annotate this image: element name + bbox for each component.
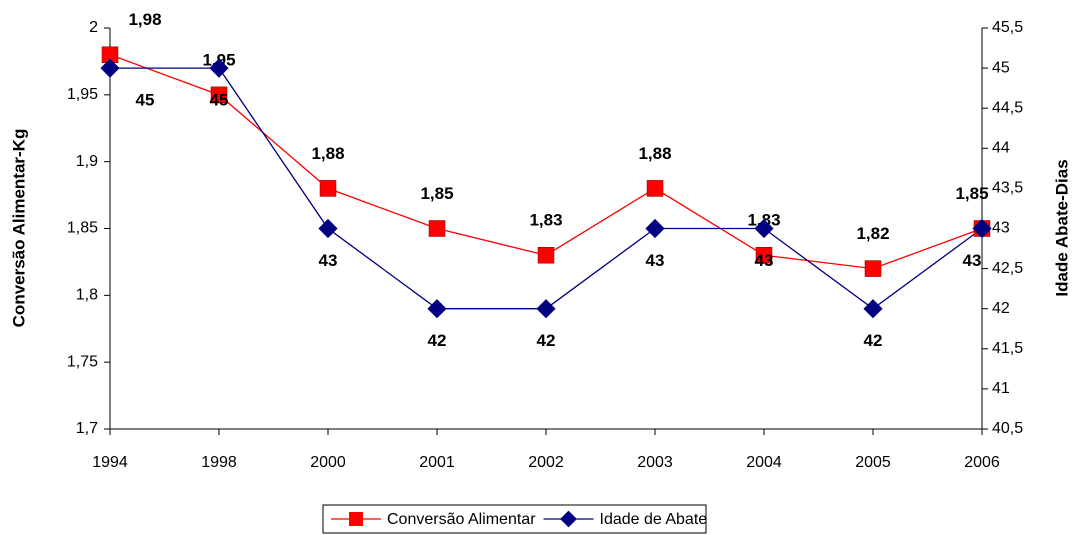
- y2-tick-label: 44: [992, 140, 1010, 157]
- marker: [349, 512, 363, 526]
- x-tick-label: 2005: [855, 454, 891, 471]
- marker: [754, 218, 774, 239]
- legend-box: [322, 504, 707, 534]
- x-tick-label: 2003: [637, 454, 673, 471]
- y2-tick-label: 41,5: [992, 340, 1023, 357]
- data-label: 42: [428, 331, 447, 350]
- marker: [755, 246, 773, 264]
- marker: [560, 510, 577, 528]
- data-label: 43: [963, 251, 982, 270]
- x-tick-label: 1998: [201, 454, 237, 471]
- marker: [209, 58, 229, 78]
- data-label: 1,83: [529, 211, 562, 230]
- x-tick-label: 2006: [964, 454, 1000, 471]
- marker: [646, 180, 664, 197]
- marker: [972, 218, 992, 239]
- data-label: 1,88: [638, 144, 671, 163]
- x-tick-label: 2002: [528, 454, 564, 471]
- data-label: 1,88: [311, 144, 344, 163]
- marker: [319, 180, 337, 197]
- x-tick-label: 2000: [310, 454, 346, 471]
- legend-label: Idade de Abate: [600, 511, 708, 528]
- marker: [863, 299, 883, 319]
- data-label: 45: [210, 91, 229, 110]
- legend-label: Conversão Alimentar: [387, 511, 536, 528]
- marker: [210, 86, 228, 104]
- y-tick-label: 1,95: [67, 86, 98, 103]
- y-tick-label: 1,9: [76, 153, 98, 170]
- marker: [537, 246, 555, 264]
- y2-tick-label: 43,5: [992, 180, 1023, 197]
- data-label: 1,85: [420, 184, 453, 203]
- y2-axis-title: Idade Abate-Dias: [1052, 159, 1071, 296]
- data-label: 43: [646, 251, 665, 270]
- marker: [864, 260, 882, 277]
- y-axis-title: Conversão Alimentar-Kg: [9, 129, 28, 328]
- y-tick-label: 1,8: [76, 287, 98, 304]
- y2-tick-label: 45: [992, 59, 1010, 76]
- y2-tick-label: 43: [992, 220, 1010, 237]
- x-tick-label: 2001: [419, 454, 455, 471]
- data-label: 1,82: [856, 224, 889, 243]
- series-line: [109, 54, 983, 270]
- data-label: 42: [864, 331, 883, 350]
- data-label: 1,85: [955, 184, 988, 203]
- marker: [100, 58, 120, 78]
- data-label: 43: [755, 251, 774, 270]
- y2-tick-label: 44,5: [992, 99, 1023, 116]
- data-label: 45: [136, 91, 155, 110]
- y-tick-label: 2: [89, 19, 98, 36]
- x-tick-label: 2004: [746, 454, 782, 471]
- data-label: 1,98: [128, 10, 161, 29]
- y2-tick-label: 42,5: [992, 260, 1023, 277]
- y2-tick-label: 40,5: [992, 420, 1023, 437]
- data-label: 42: [537, 331, 556, 350]
- y-tick-label: 1,7: [76, 420, 98, 437]
- marker: [427, 299, 447, 319]
- y2-tick-label: 41: [992, 380, 1010, 397]
- x-tick-label: 1994: [92, 454, 128, 471]
- marker: [318, 218, 338, 239]
- series-line: [110, 67, 983, 310]
- y2-tick-label: 42: [992, 300, 1010, 317]
- marker: [428, 220, 446, 237]
- y2-tick-label: 45,5: [992, 19, 1023, 36]
- data-label: 43: [319, 251, 338, 270]
- y-tick-label: 1,85: [67, 220, 98, 237]
- marker: [645, 218, 665, 239]
- marker: [536, 299, 556, 319]
- y-tick-label: 1,75: [67, 353, 98, 370]
